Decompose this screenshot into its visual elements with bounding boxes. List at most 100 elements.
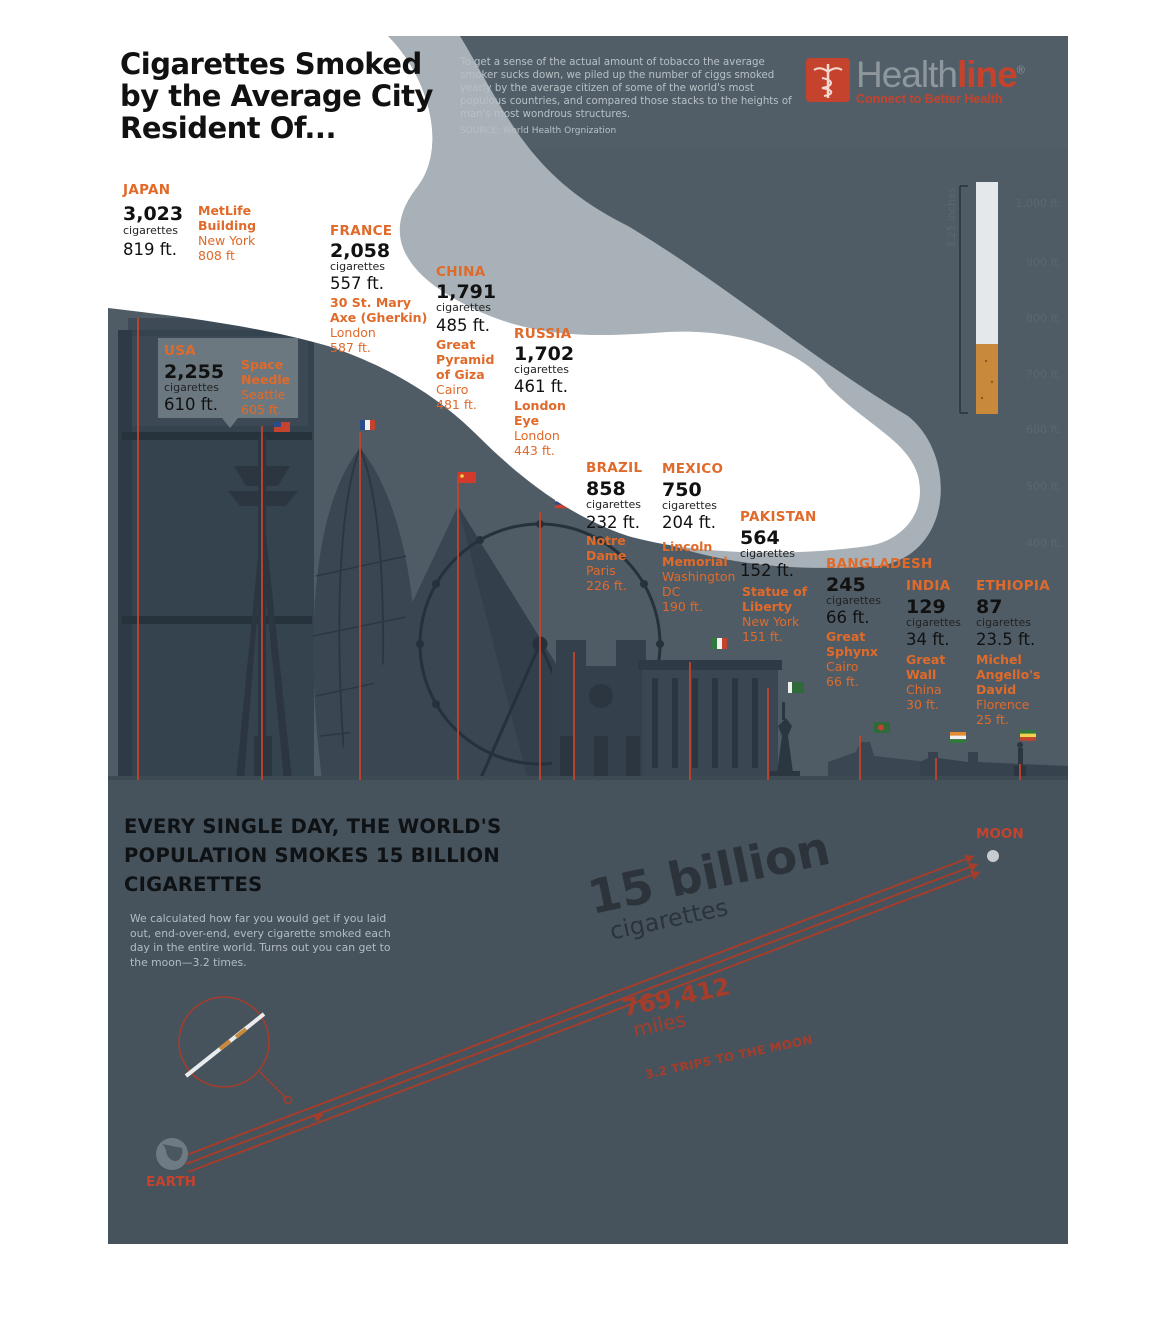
russia-landmark-city: London	[514, 428, 560, 443]
france-height: 557 ft.	[330, 274, 384, 293]
brazil-height: 232 ft.	[586, 513, 640, 532]
ethiopia-height: 23.5 ft.	[976, 630, 1036, 649]
healthline-logo: Healthline® Connect to Better Health	[806, 54, 1056, 108]
earth-label: EARTH	[146, 1174, 196, 1190]
infographic-poster: Cigarettes Smoked by the Average City Re…	[108, 36, 1068, 1244]
ethiopia-landmark: Michel Angello's David	[976, 652, 1041, 697]
mexico-landmark-height: 190 ft.	[662, 599, 703, 614]
ethiopia-landmark-city: Florence	[976, 697, 1030, 712]
trail-arrowheads	[313, 855, 980, 1122]
bangladesh-unit: cigarettes	[826, 594, 881, 607]
cigarette-length-label: 3.25 inches	[946, 187, 958, 248]
sphinx-icon	[828, 742, 932, 780]
mexico-count: 750	[662, 479, 702, 501]
pakistan-landmark-city: New York	[742, 614, 800, 629]
usa-unit: cigarettes	[164, 381, 219, 394]
japan-unit: cigarettes	[123, 224, 178, 237]
china-landmark-height: 481 ft.	[436, 397, 477, 412]
france-landmark-height: 587 ft.	[330, 340, 371, 355]
mexico-country: MEXICO	[662, 461, 724, 477]
scale-label-700: 700 ft.	[1026, 368, 1062, 381]
usa-country: USA	[164, 343, 197, 359]
brand-wordmark-line: line	[956, 54, 1018, 95]
india-unit: cigarettes	[906, 616, 961, 629]
usa-landmark-city: Seattle	[241, 387, 286, 402]
russia-unit: cigarettes	[514, 363, 569, 376]
intro-text: To get a sense of the actual amount of t…	[460, 56, 800, 138]
mexico-height: 204 ft.	[662, 513, 716, 532]
france-count: 2,058	[330, 240, 391, 262]
brand-wordmark-health: Health	[856, 54, 958, 95]
brazil-landmark-city: Paris	[586, 563, 616, 578]
china-country: CHINA	[436, 264, 486, 280]
pakistan-unit: cigarettes	[740, 547, 795, 560]
brazil-landmark-height: 226 ft.	[586, 578, 627, 593]
bangladesh-flag-icon	[874, 722, 890, 733]
usa-flag-icon	[274, 422, 290, 432]
scale-label-1000: 1,000 ft.	[1015, 197, 1062, 210]
bangladesh-country: BANGLADESH	[826, 556, 933, 572]
usa-height: 610 ft.	[164, 395, 218, 414]
china-landmark-city: Cairo	[436, 382, 469, 397]
scale-label-800: 800 ft.	[1026, 312, 1062, 325]
pakistan-count: 564	[740, 527, 780, 549]
source-note: SOURCE: World Health Orgnization	[460, 126, 617, 136]
india-flag-icon	[950, 732, 966, 743]
smoke-cloud	[108, 36, 920, 553]
usa-landmark-height: 605 ft.	[241, 402, 282, 417]
moon-icon	[987, 850, 999, 862]
ground-line	[108, 776, 1068, 780]
france-landmark: 30 St. Mary Axe (Gherkin)	[330, 295, 428, 325]
japan-count: 3,023	[123, 203, 184, 225]
zoom-lens-icon	[178, 996, 293, 1105]
pakistan-landmark: Statue of Liberty	[742, 584, 808, 614]
india-landmark-city: China	[906, 682, 942, 697]
earth-icon	[156, 1138, 188, 1170]
scale-label-900: 900 ft.	[1026, 256, 1062, 269]
japan-landmark-height: 808 ft	[198, 248, 235, 263]
usa-callout-bubble	[158, 338, 298, 428]
zoomed-cigarettes-icon	[184, 1012, 266, 1078]
india-count: 129	[906, 596, 946, 618]
great-wall-icon	[920, 752, 1068, 780]
russia-country: RUSSIA	[514, 326, 572, 342]
china-unit: cigarettes	[436, 301, 491, 314]
ethiopia-landmark-height: 25 ft.	[976, 712, 1009, 727]
ethiopia-unit: cigarettes	[976, 616, 1031, 629]
usa-landmark: Space Needle	[241, 357, 291, 387]
ethiopia-flag-icon	[1020, 730, 1036, 741]
caduceus-icon	[806, 58, 850, 102]
mexico-unit: cigarettes	[662, 499, 717, 512]
brazil-landmark: Notre Dame	[586, 533, 627, 563]
lincoln-memorial-icon	[638, 660, 782, 780]
france-unit: cigarettes	[330, 260, 385, 273]
pakistan-country: PAKISTAN	[740, 509, 817, 525]
india-landmark: Great Wall	[906, 652, 946, 682]
statue-of-liberty-icon	[770, 702, 800, 780]
notre-dame-icon	[552, 640, 650, 780]
france-landmark-city: London	[330, 325, 376, 340]
mexico-landmark-city: Washington DC	[662, 569, 736, 599]
page-title: Cigarettes Smoked by the Average City Re…	[120, 47, 433, 145]
japan-landmark-city: New York	[198, 233, 256, 248]
france-flag-icon	[360, 420, 375, 430]
scale-label-400: 400 ft.	[1026, 537, 1062, 550]
china-landmark: Great Pyramid of Giza	[436, 337, 495, 382]
brazil-country: BRAZIL	[586, 460, 643, 476]
pakistan-height: 152 ft.	[740, 561, 794, 580]
brand-trademark: ®	[1016, 64, 1025, 77]
brand-wordmark: Healthline®	[856, 54, 1025, 96]
japan-height: 819 ft.	[123, 240, 177, 259]
india-country: INDIA	[906, 578, 951, 594]
bangladesh-landmark: Great Sphynx	[826, 629, 878, 659]
france-country: FRANCE	[330, 223, 393, 239]
china-flag-icon	[458, 472, 476, 483]
brand-tagline: Connect to Better Health	[856, 92, 1003, 106]
japan-landmark: MetLife Building	[198, 203, 257, 233]
bangladesh-count: 245	[826, 574, 866, 596]
russia-count: 1,702	[514, 343, 575, 365]
intro-body: To get a sense of the actual amount of t…	[460, 57, 792, 120]
skyline-illustration	[108, 36, 1068, 1173]
russia-landmark-height: 443 ft.	[514, 443, 555, 458]
china-height: 485 ft.	[436, 316, 490, 335]
